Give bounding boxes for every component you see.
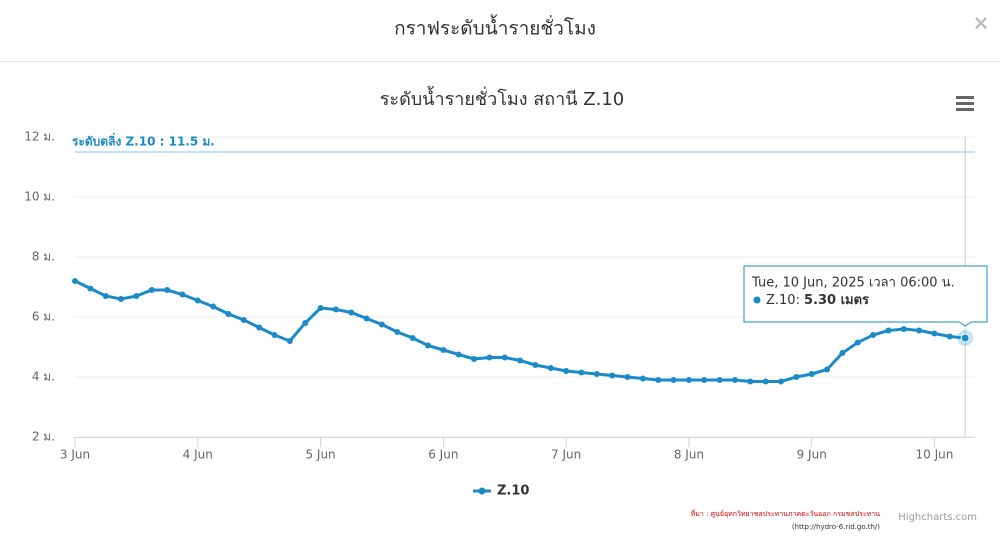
point	[685, 377, 692, 383]
x-tick-label: 3 Jun	[60, 448, 90, 462]
point	[517, 357, 524, 364]
menu-bar	[956, 108, 974, 111]
credits[interactable]: Highcharts.com	[898, 512, 977, 523]
y-tick-label: 12 ม.	[24, 130, 55, 144]
point	[916, 327, 923, 334]
tooltip-dot	[753, 296, 761, 304]
point	[716, 377, 723, 383]
tooltip-series: Z.10:	[766, 293, 800, 308]
tooltip: Tue, 10 Jun, 2025 เวลา 06:00 น. Z.10: 5.30…	[743, 265, 988, 327]
point	[946, 333, 953, 340]
tooltip-value: 5.30 เมตร	[804, 293, 869, 308]
point	[225, 311, 232, 317]
point	[317, 305, 324, 311]
point	[210, 303, 217, 310]
tooltip-body: Z.10: 5.30 เมตร	[766, 293, 869, 308]
menu-bar	[956, 102, 974, 105]
point	[148, 287, 155, 293]
point	[793, 374, 800, 380]
point	[885, 327, 892, 334]
point	[378, 321, 385, 328]
point	[747, 378, 754, 385]
point	[486, 354, 493, 361]
point	[532, 362, 539, 368]
y-tick-label: 6 ม.	[32, 310, 55, 324]
point	[563, 368, 570, 374]
point	[731, 377, 738, 383]
x-tick-label: 5 Jun	[305, 448, 335, 462]
point	[102, 293, 109, 299]
x-tick-label: 6 Jun	[428, 448, 458, 462]
point	[808, 371, 815, 377]
close-button[interactable]: ×	[973, 11, 990, 35]
x-tick-label: 8 Jun	[674, 448, 704, 462]
y-tick-label: 4 ม.	[32, 370, 55, 384]
point	[655, 377, 662, 383]
point	[578, 369, 585, 376]
point	[256, 324, 263, 331]
point	[87, 285, 94, 292]
point	[778, 378, 785, 385]
menu-bar	[956, 96, 974, 99]
point	[302, 320, 309, 326]
point	[762, 378, 769, 385]
chart-title: ระดับน้ำรายชั่วโมง สถานี Z.10	[380, 86, 625, 110]
tooltip-header: Tue, 10 Jun, 2025 เวลา 06:00 น.	[751, 276, 955, 291]
point	[271, 332, 278, 338]
point	[701, 377, 708, 383]
point	[931, 330, 938, 337]
x-tick-label: 10 Jun	[916, 448, 954, 462]
point	[425, 342, 432, 349]
x-tick-label: 7 Jun	[551, 448, 581, 462]
point	[870, 332, 877, 338]
source-url: (http://hydro-6.rid.go.th/)	[792, 523, 880, 531]
y-tick-label: 10 ม.	[24, 190, 55, 204]
point	[332, 306, 339, 313]
y-tick-label: 8 ม.	[32, 250, 55, 264]
point	[363, 315, 370, 322]
plot-area: 2 ม. 4 ม. 6 ม. 8 ม. 10 ม. 12 ม. 3 Jun 4 Jun 5 Ju…	[24, 130, 988, 462]
point	[440, 347, 447, 353]
plot-line-label: ระดับตลิ่ง Z.10 : 11.5 ม.	[72, 133, 215, 149]
point	[348, 309, 355, 316]
point	[839, 350, 846, 356]
point	[194, 297, 201, 304]
x-tick-label: 9 Jun	[797, 448, 827, 462]
point	[471, 356, 478, 362]
point	[133, 293, 140, 299]
tooltip-box	[743, 265, 988, 327]
point	[409, 335, 416, 341]
menu-button[interactable]	[956, 96, 974, 111]
point	[240, 317, 247, 323]
x-tick-label: 4 Jun	[183, 448, 213, 462]
point	[593, 371, 600, 377]
point	[179, 291, 186, 298]
point	[164, 287, 171, 293]
legend-marker	[478, 487, 486, 495]
point	[639, 375, 646, 382]
point	[394, 329, 401, 335]
point	[547, 365, 554, 371]
point	[609, 372, 616, 379]
point	[624, 374, 631, 380]
source-text: ที่มา : ศูนย์อุทกวิทยาชลประทานภาคตะวันออ…	[691, 509, 881, 518]
legend-label[interactable]: Z.10	[497, 484, 529, 499]
hover-point	[960, 333, 970, 343]
modal-title: กราฟระดับน้ำรายชั่วโมง	[394, 15, 596, 40]
point	[72, 278, 78, 284]
y-tick-label: 2 ม.	[32, 430, 55, 444]
point	[900, 326, 907, 332]
point	[501, 354, 508, 361]
point	[670, 377, 677, 383]
point	[286, 338, 293, 344]
point	[455, 351, 462, 358]
point	[118, 296, 125, 302]
point	[854, 339, 861, 346]
point	[824, 366, 831, 373]
